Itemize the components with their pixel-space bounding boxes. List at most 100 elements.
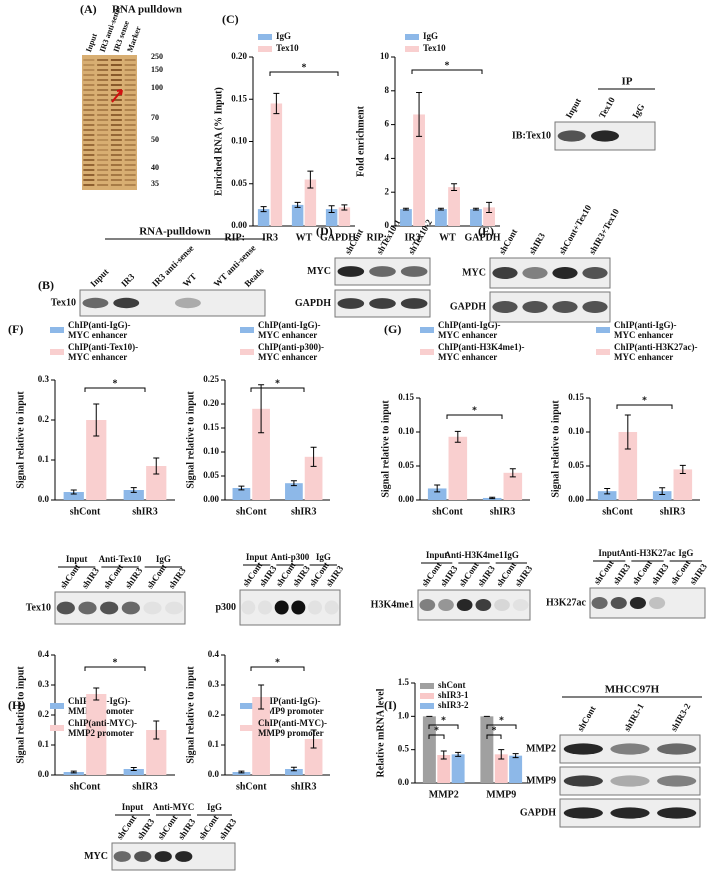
x-tick-label: shIR3	[490, 506, 516, 517]
band	[174, 297, 201, 309]
gel-band	[97, 149, 109, 151]
row-label: GAPDH	[520, 807, 556, 818]
lane-label: IgG	[630, 102, 646, 120]
legend-label: Tex10	[423, 43, 446, 53]
y-tick-label: 0.5	[398, 744, 410, 754]
y-tick-label: 0	[385, 220, 390, 230]
bar	[480, 716, 494, 783]
gel-band	[83, 129, 95, 131]
blot-strip	[417, 589, 531, 621]
x-tick-label: WT	[296, 232, 313, 243]
gel-band	[124, 154, 136, 156]
legend-swatch	[420, 703, 434, 709]
band	[557, 130, 586, 142]
error-bar	[440, 750, 447, 760]
error-bar	[604, 487, 611, 495]
bar	[325, 209, 338, 226]
group-label: Anti-H3K27ac	[620, 548, 676, 558]
error-bar	[70, 770, 77, 774]
gel-band	[124, 179, 136, 181]
bar	[652, 491, 672, 500]
gel-band	[124, 69, 136, 71]
legend-swatch	[420, 693, 434, 699]
y-tick-label: 0.25	[203, 374, 219, 384]
band	[134, 851, 152, 862]
error-bar	[489, 496, 496, 500]
gel-band	[97, 99, 109, 101]
legend-swatch	[240, 703, 254, 709]
bar	[413, 114, 425, 226]
x-tick-label: shCont	[602, 506, 633, 517]
gel-band	[124, 59, 136, 61]
significance-label: *	[441, 715, 446, 726]
y-axis-label: Signal relative to input	[15, 666, 26, 764]
gel-band	[97, 109, 109, 111]
legend-label: ChIP(anti-Tex10)-MYC enhancer	[68, 342, 138, 362]
bar	[63, 492, 84, 500]
y-axis-label: Fold enrichment	[355, 105, 366, 176]
row-label: GAPDH	[295, 298, 331, 309]
legend-swatch	[405, 46, 419, 52]
x-tick-label: GAPDH	[320, 232, 356, 243]
bar	[123, 490, 144, 500]
row-label: MYC	[307, 266, 331, 277]
gel-band	[110, 109, 122, 111]
legend-swatch	[258, 34, 272, 40]
band	[274, 600, 289, 615]
y-tick-label: 0.00	[398, 494, 414, 504]
gel-band	[124, 144, 136, 146]
band	[610, 775, 650, 787]
panel-label: (G)	[384, 322, 401, 336]
x-tick-label: MMP9	[486, 789, 516, 800]
gel-band	[124, 94, 136, 96]
band	[563, 775, 603, 787]
gel-band	[97, 154, 109, 156]
y-tick-label: 0.05	[568, 460, 584, 470]
band	[308, 600, 322, 615]
band	[456, 599, 473, 611]
y-axis-label: Relative mRNA level	[375, 688, 386, 777]
x-tick-label: GAPDH	[464, 232, 500, 243]
gel-band	[97, 134, 109, 136]
bar	[435, 209, 447, 226]
lane-label: shIR3-1	[622, 701, 646, 733]
significance-label: *	[492, 725, 497, 736]
band	[552, 301, 578, 313]
y-axis-label: Signal relative to input	[380, 400, 391, 498]
bar	[257, 209, 270, 226]
gel-band	[83, 114, 95, 116]
lane-label: Input	[564, 96, 583, 120]
panel-label: (D)	[316, 224, 333, 238]
gel-band	[83, 134, 95, 136]
significance-label: *	[445, 60, 450, 71]
blot-strip	[54, 591, 186, 625]
legend-swatch	[596, 349, 610, 355]
legend-label: ChIP(anti-H3K27ac)-MYC enhancer	[614, 342, 698, 362]
blot-title: IP	[622, 76, 633, 88]
gel-band	[110, 84, 122, 86]
legend-swatch	[240, 349, 254, 355]
bar	[618, 432, 638, 500]
gel-band	[124, 149, 136, 151]
bar	[448, 436, 468, 500]
significance-bracket	[616, 404, 673, 409]
legend-label: shIR3-2	[438, 700, 469, 710]
legend-swatch	[240, 327, 254, 333]
y-tick-label: 0.1	[208, 739, 220, 749]
gel-band	[124, 74, 136, 76]
gel-band	[83, 154, 95, 156]
gel-band	[97, 114, 109, 116]
lane-label: Input	[88, 267, 110, 289]
x-tick-label: shIR3	[132, 781, 158, 792]
gel-band	[97, 124, 109, 126]
group-label: Anti-MYC	[153, 802, 195, 812]
band	[154, 851, 172, 862]
row-label: GAPDH	[450, 301, 486, 312]
y-axis-label: Signal relative to input	[185, 666, 196, 764]
bar	[232, 772, 251, 775]
error-bar	[93, 403, 100, 437]
error-bar	[624, 414, 631, 450]
group-label: IgG	[316, 552, 331, 562]
blot-strip	[111, 842, 236, 871]
